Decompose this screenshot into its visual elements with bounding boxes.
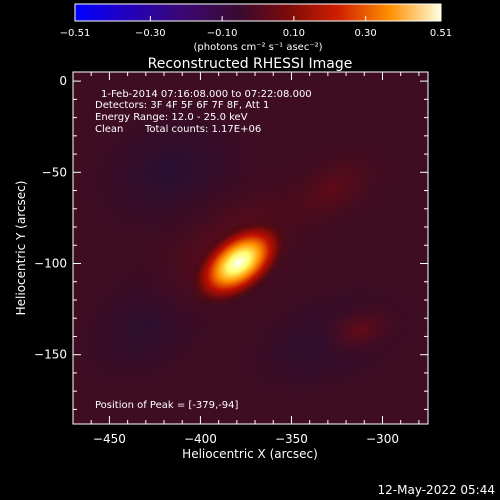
y-tick-label-3: −150: [34, 348, 67, 362]
heatmap-image: [73, 72, 428, 424]
annotation-method: Clean: [95, 124, 123, 135]
x-tick-label-3: −300: [366, 432, 399, 446]
timestamp: 12-May-2022 05:44: [378, 483, 495, 497]
peak-source: [188, 217, 289, 308]
x-tick-label-1: −400: [184, 432, 217, 446]
colorbar-tick-label-3: 0.10: [283, 28, 305, 39]
x-axis-label: Heliocentric X (arcsec): [182, 447, 318, 461]
colorbar: [74, 3, 442, 22]
annotation-time-range: 1-Feb-2014 07:16:08.000 to 07:22:08.000: [101, 89, 312, 100]
x-tick-label-0: −450: [93, 432, 126, 446]
x-axis-ticks: −450 −400 −350 −300: [72, 72, 420, 446]
colorbar-labels: −0.51 −0.30 −0.10 0.10 0.30 0.51: [60, 28, 452, 39]
y-tick-label-1: −50: [42, 165, 67, 179]
y-axis-label: Heliocentric Y (arcsec): [14, 181, 28, 316]
annotation-energy: Energy Range: 12.0 - 25.0 keV: [95, 112, 248, 123]
y-tick-label-2: −100: [34, 257, 67, 271]
colorbar-ticks: [74, 16, 442, 21]
annotation-peak-position: Position of Peak = [-379,-94]: [95, 400, 239, 411]
colorbar-tick-label-4: 0.30: [355, 28, 377, 39]
colorbar-tick-label-5: 0.51: [430, 28, 452, 39]
chart-title: Reconstructed RHESSI Image: [148, 56, 353, 72]
annotation-counts: Total counts: 1.17E+06: [144, 124, 261, 135]
x-tick-label-2: −350: [275, 432, 308, 446]
colorbar-tick-label-1: −0.30: [135, 28, 166, 39]
colorbar-tick-label-0: −0.51: [60, 28, 91, 39]
colorbar-tick-label-2: −0.10: [207, 28, 238, 39]
y-tick-label-0: 0: [59, 74, 67, 88]
colorbar-unit-label: (photons cm⁻² s⁻¹ asec⁻²): [193, 42, 322, 53]
y-axis-ticks: 0 −50 −100 −150: [34, 74, 428, 410]
plot-frame: [72, 71, 429, 425]
annotation-detectors: Detectors: 3F 4F 5F 6F 7F 8F, Att 1: [95, 100, 269, 111]
